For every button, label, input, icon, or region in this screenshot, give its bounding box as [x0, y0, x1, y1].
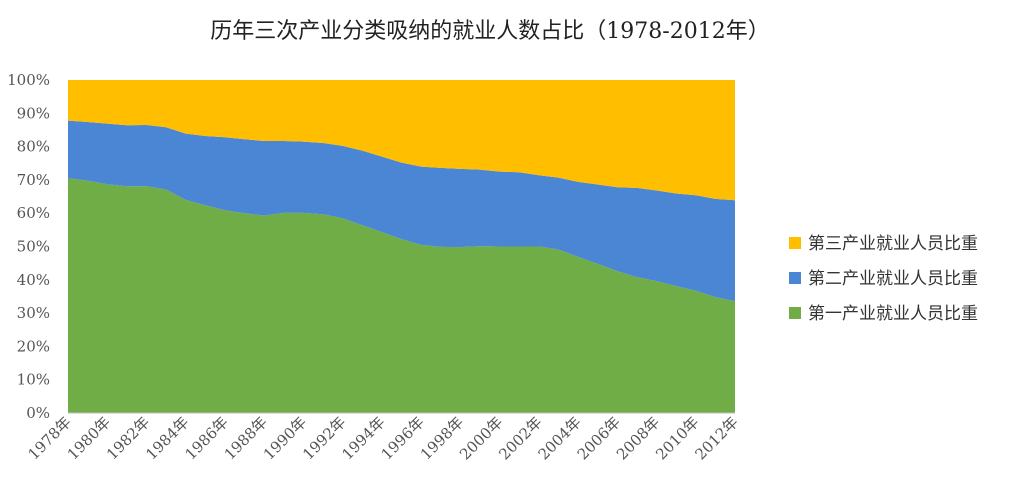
legend-swatch	[789, 272, 801, 284]
x-tick-label: 2002年	[495, 413, 545, 463]
y-tick-label: 100%	[7, 71, 50, 89]
legend-label: 第三产业就业人员比重	[808, 234, 978, 254]
x-tick-label: 2006年	[574, 413, 624, 463]
chart-title: 历年三次产业分类吸纳的就业人数占比（1978-2012年）	[210, 19, 769, 44]
x-tick-label: 1984年	[142, 413, 192, 463]
x-tick-label: 1992年	[299, 413, 349, 463]
y-tick-label: 80%	[17, 138, 50, 156]
y-tick-label: 40%	[17, 271, 50, 289]
y-tick-label: 50%	[17, 238, 50, 256]
area-series-2	[68, 120, 735, 302]
area-series-3	[68, 80, 735, 201]
plot-area	[68, 80, 735, 413]
y-tick-label: 20%	[17, 337, 50, 355]
x-tick-label: 2004年	[535, 413, 585, 463]
y-tick-label: 10%	[17, 371, 50, 389]
x-tick-label: 1982年	[103, 413, 153, 463]
x-tick-label: 1990年	[260, 413, 310, 463]
y-tick-label: 0%	[26, 404, 50, 422]
legend-swatch	[789, 307, 801, 319]
x-tick-label: 1996年	[378, 413, 428, 463]
x-tick-label: 1986年	[181, 413, 231, 463]
x-tick-label: 2008年	[613, 413, 663, 463]
y-tick-label: 30%	[17, 304, 50, 322]
legend-label: 第一产业就业人员比重	[808, 304, 978, 324]
x-tick-label: 1998年	[417, 413, 467, 463]
x-tick-label: 2000年	[456, 413, 506, 463]
x-axis: 1978年1980年1982年1984年1986年1988年1990年1992年…	[24, 412, 742, 463]
y-tick-label: 60%	[17, 204, 50, 222]
area-series-1	[68, 178, 735, 413]
y-tick-label: 90%	[17, 104, 50, 122]
legend-label: 第二产业就业人员比重	[808, 269, 978, 289]
y-tick-label: 70%	[17, 171, 50, 189]
x-tick-label: 1980年	[64, 413, 114, 463]
x-tick-label: 2012年	[691, 413, 741, 463]
x-tick-label: 1994年	[338, 413, 388, 463]
x-tick-label: 2010年	[652, 413, 702, 463]
legend-swatch	[789, 237, 801, 249]
x-tick-label: 1988年	[221, 413, 271, 463]
y-axis: 0% 10% 20% 30% 40% 50% 60% 70% 80% 90% 100%	[7, 71, 50, 422]
